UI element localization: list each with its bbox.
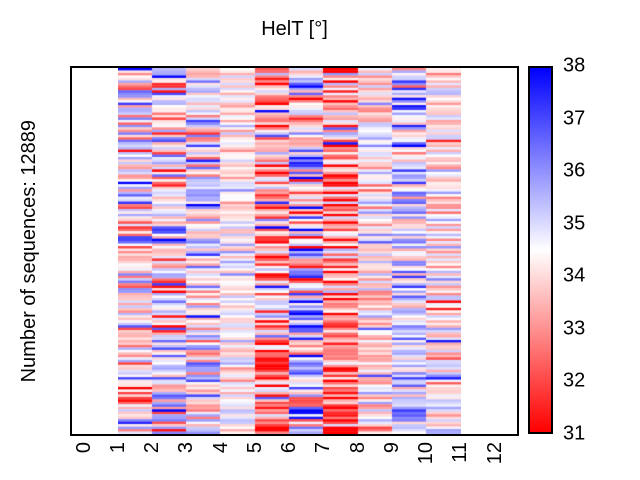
colorbar-tick-label-31: 31	[563, 422, 586, 445]
x-tick-label-2: 2	[140, 442, 166, 453]
x-tick-label-1: 1	[105, 442, 131, 453]
x-tick-label-11: 11	[448, 442, 474, 463]
colorbar	[528, 66, 553, 434]
x-tick-label-4: 4	[208, 442, 234, 453]
colorbar-tick-label-34: 34	[563, 264, 586, 287]
x-tick-text: 9	[380, 442, 403, 454]
x-tick-text: 3	[175, 442, 198, 454]
x-tick-label-5: 5	[242, 442, 268, 453]
x-tick-label-8: 8	[345, 442, 371, 453]
x-tick-text: 4	[209, 442, 232, 454]
heatmap-canvas	[118, 68, 461, 434]
x-tick-label-7: 7	[311, 442, 337, 453]
colorbar-tick-label-35: 35	[563, 212, 586, 235]
x-tick-text: 2	[141, 442, 163, 454]
x-tick-text: 5	[243, 442, 266, 454]
x-tick-text: 7	[312, 442, 335, 454]
colorbar-tick-label-32: 32	[563, 369, 586, 392]
x-tick-label-0: 0	[71, 442, 97, 453]
x-tick-label-10: 10	[414, 442, 440, 464]
colorbar-tick-label-38: 38	[563, 54, 586, 77]
x-tick-text: 1	[106, 442, 129, 454]
x-tick-label-12: 12	[482, 442, 508, 464]
chart-title: HelT [°]	[261, 18, 328, 40]
x-tick-label-6: 6	[277, 442, 303, 453]
colorbar-tick-label-36: 36	[563, 159, 586, 182]
x-tick-text: 11	[449, 442, 472, 463]
x-tick-text: 10	[415, 442, 437, 465]
x-tick-label-3: 3	[174, 442, 200, 453]
x-tick-label-9: 9	[379, 442, 405, 453]
y-axis-label: Number of sequences: 12889	[17, 119, 40, 383]
x-tick-text: 6	[278, 442, 300, 454]
x-tick-text: 0	[72, 442, 95, 454]
colorbar-tick-label-37: 37	[563, 107, 586, 130]
x-tick-text: 12	[483, 442, 506, 465]
colorbar-tick-label-33: 33	[563, 317, 586, 340]
x-tick-text: 8	[346, 442, 369, 454]
y-axis-label-box: Number of sequences: 12889	[12, 66, 46, 436]
